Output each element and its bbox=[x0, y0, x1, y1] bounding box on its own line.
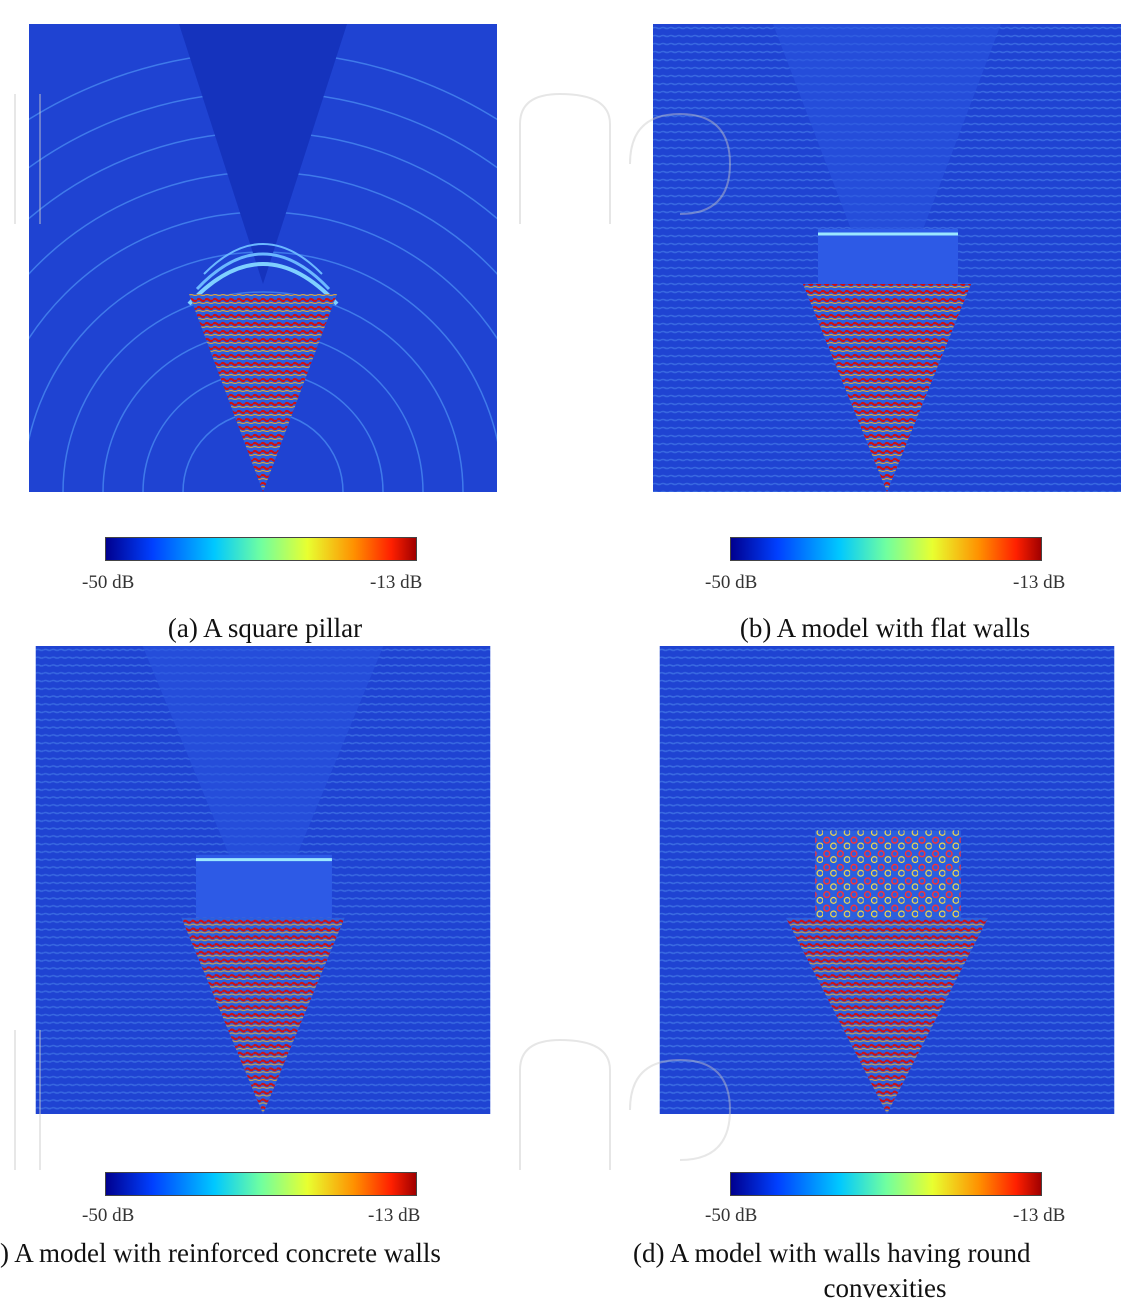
colorbar-b bbox=[730, 537, 1042, 561]
plot-panel-a bbox=[29, 24, 497, 492]
colorbar-min-label-d: -50 dB bbox=[705, 1205, 758, 1226]
colorbar-max-label-a: -13 dB bbox=[370, 572, 423, 593]
colorbar-c bbox=[105, 1172, 417, 1196]
colorbar-min-label-b: -50 dB bbox=[705, 572, 758, 593]
plot-panel-b bbox=[653, 24, 1121, 492]
colorbar-a bbox=[105, 537, 417, 561]
caption-d-line2: convexities bbox=[823, 1273, 947, 1303]
colorbar-min-label-c: -50 dB bbox=[82, 1205, 135, 1226]
caption-b: (b) A model with flat walls bbox=[739, 613, 1031, 643]
plot-panel-c bbox=[35, 646, 491, 1114]
colorbar-max-label-c: -13 dB bbox=[368, 1205, 421, 1226]
plot-panel-d bbox=[659, 646, 1115, 1114]
colorbar-d bbox=[730, 1172, 1042, 1196]
colorbar-max-label-d: -13 dB bbox=[1013, 1205, 1066, 1226]
colorbar-min-label-a: -50 dB bbox=[82, 572, 135, 593]
colorbar-max-label-b: -13 dB bbox=[1013, 572, 1066, 593]
caption-d-line1: (d) A model with walls having round bbox=[633, 1238, 1031, 1268]
caption-a: (a) A square pillar bbox=[167, 613, 363, 643]
caption-c: ) A model with reinforced concrete walls bbox=[0, 1238, 441, 1268]
